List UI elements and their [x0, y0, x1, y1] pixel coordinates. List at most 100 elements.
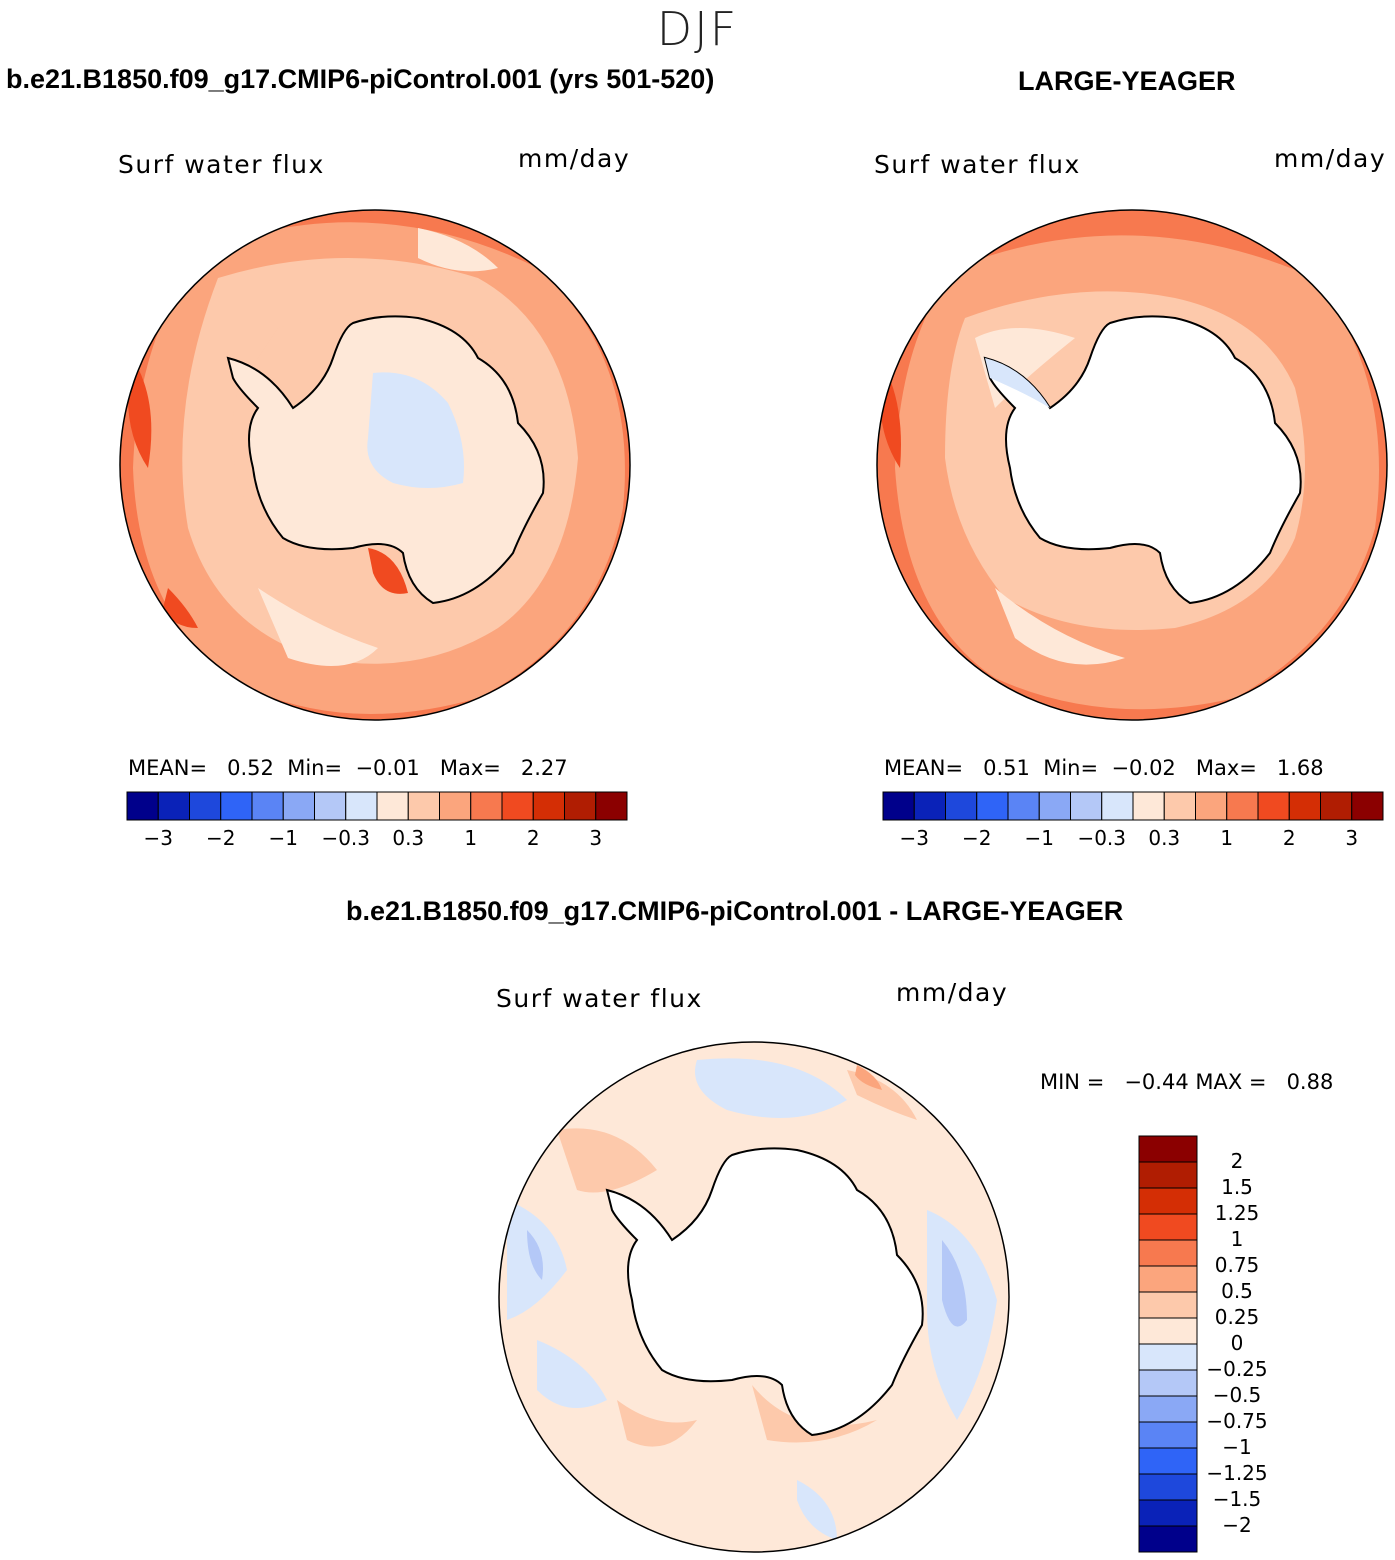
colorbar-swatch	[376, 791, 409, 821]
colorbar-swatch	[407, 791, 440, 821]
colorbar-tick-label: 2	[1230, 1149, 1244, 1173]
colorbar-tick-label: 0	[1230, 1331, 1244, 1355]
colorbar-tick-label: −2	[962, 826, 992, 850]
left-stats: MEAN= 0.52 Min= −0.01 Max= 2.27	[128, 756, 568, 780]
colorbar-swatch	[1138, 1499, 1198, 1527]
colorbar-tick-label: −0.3	[321, 826, 371, 850]
difference-units-label: mm/day	[896, 978, 1009, 1007]
colorbar-swatch	[1351, 791, 1384, 821]
right-stats: MEAN= 0.51 Min= −0.02 Max= 1.68	[884, 756, 1324, 780]
colorbar-tick-label: −1.5	[1212, 1487, 1262, 1511]
colorbar-swatch	[282, 791, 315, 821]
colorbar-tick-label: 0.75	[1214, 1253, 1260, 1277]
colorbar-swatch	[220, 791, 253, 821]
left-units-label: mm/day	[518, 144, 631, 173]
left-polar-map	[119, 209, 631, 721]
colorbar-swatch	[1038, 791, 1071, 821]
colorbar-swatch	[126, 791, 159, 821]
colorbar-swatch	[945, 791, 978, 821]
colorbar-swatch	[189, 791, 222, 821]
colorbar-tick-label: −1	[1024, 826, 1054, 850]
colorbar-tick-label: 0.3	[392, 826, 425, 850]
right-polar-map	[876, 209, 1388, 721]
colorbar-swatch	[1138, 1213, 1198, 1241]
left-variable-label: Surf water flux	[118, 150, 325, 179]
colorbar-tick-label: −0.75	[1206, 1409, 1268, 1433]
colorbar-swatch	[1320, 791, 1353, 821]
colorbar-tick-label: 1	[1220, 826, 1234, 850]
colorbar-swatch	[976, 791, 1009, 821]
colorbar-tick-label: 1.5	[1221, 1175, 1253, 1199]
colorbar-tick-label: 3	[589, 826, 603, 850]
right-panel-title: LARGE-YEAGER	[1018, 66, 1236, 96]
colorbar-swatch	[1138, 1447, 1198, 1475]
right-variable-label: Surf water flux	[874, 150, 1081, 179]
season-title: DJF	[656, 2, 739, 56]
colorbar-swatch	[1138, 1291, 1198, 1319]
difference-title: b.e21.B1850.f09_g17.CMIP6-piControl.001 …	[346, 896, 1124, 926]
colorbar-swatch	[1257, 791, 1290, 821]
colorbar-swatch	[1138, 1187, 1198, 1215]
colorbar-swatch	[564, 791, 597, 821]
colorbar-swatch	[1138, 1265, 1198, 1293]
colorbar-tick-label: −2	[206, 826, 236, 850]
colorbar-swatch	[1138, 1421, 1198, 1449]
colorbar-swatch	[470, 791, 503, 821]
colorbar-tick-label: 2	[526, 826, 540, 850]
colorbar-swatch	[1138, 1317, 1198, 1345]
colorbar-swatch	[1138, 1161, 1198, 1189]
colorbar-swatch	[1163, 791, 1196, 821]
right-colorbar-ticks: −3 −2 −1 −0.3 0.3 1 2 3	[883, 826, 1383, 852]
colorbar-swatch	[1007, 791, 1040, 821]
colorbar-tick-label: −1	[1222, 1435, 1252, 1459]
colorbar-swatch	[882, 791, 915, 821]
colorbar-tick-label: 0.25	[1214, 1305, 1260, 1329]
colorbar-swatch	[1138, 1343, 1198, 1371]
colorbar-tick-label: 1.25	[1214, 1201, 1260, 1225]
difference-stats: MIN = −0.44 MAX = 0.88	[1040, 1070, 1334, 1094]
colorbar-tick-label: 3	[1345, 826, 1359, 850]
colorbar-tick-label: −2	[1222, 1513, 1252, 1537]
colorbar-swatch	[1288, 791, 1321, 821]
colorbar-swatch	[1132, 791, 1165, 821]
colorbar-tick-label: 2	[1282, 826, 1296, 850]
colorbar-tick-label: −1.25	[1206, 1461, 1268, 1485]
difference-polar-map	[498, 1041, 1010, 1553]
colorbar-swatch	[1226, 791, 1259, 821]
colorbar-tick-label: −3	[143, 826, 173, 850]
colorbar-swatch	[913, 791, 946, 821]
colorbar-swatch	[439, 791, 472, 821]
colorbar-swatch	[501, 791, 534, 821]
colorbar-swatch	[314, 791, 347, 821]
colorbar-swatch	[1101, 791, 1134, 821]
colorbar-tick-label: 0.5	[1221, 1279, 1253, 1303]
difference-colorbar	[1138, 1135, 1198, 1553]
colorbar-swatch	[345, 791, 378, 821]
colorbar-tick-label: −3	[899, 826, 929, 850]
colorbar-tick-label: −1	[268, 826, 298, 850]
colorbar-swatch	[1138, 1525, 1198, 1553]
difference-colorbar-ticks: 2 1.5 1.25 1 0.75 0.5 0.25 0 −0.25 −0.5 −0.75 −1 −1.…	[1202, 1136, 1282, 1552]
colorbar-swatch	[532, 791, 565, 821]
colorbar-swatch	[1138, 1135, 1198, 1163]
colorbar-swatch	[157, 791, 190, 821]
colorbar-swatch	[1138, 1395, 1198, 1423]
colorbar-swatch	[1195, 791, 1228, 821]
colorbar-swatch	[251, 791, 284, 821]
colorbar-swatch	[1138, 1239, 1198, 1267]
colorbar-tick-label: 1	[1230, 1227, 1244, 1251]
colorbar-swatch	[1138, 1369, 1198, 1397]
right-units-label: mm/day	[1274, 144, 1387, 173]
colorbar-swatch	[595, 791, 628, 821]
colorbar-swatch	[1070, 791, 1103, 821]
colorbar-tick-label: −0.25	[1206, 1357, 1268, 1381]
left-colorbar	[126, 791, 628, 821]
left-panel-title: b.e21.B1850.f09_g17.CMIP6-piControl.001 …	[6, 64, 715, 94]
colorbar-tick-label: −0.3	[1077, 826, 1127, 850]
colorbar-tick-label: −0.5	[1212, 1383, 1262, 1407]
right-colorbar	[882, 791, 1384, 821]
difference-variable-label: Surf water flux	[496, 984, 703, 1013]
colorbar-tick-label: 0.3	[1148, 826, 1181, 850]
left-colorbar-ticks: −3 −2 −1 −0.3 0.3 1 2 3	[127, 826, 627, 852]
colorbar-swatch	[1138, 1473, 1198, 1501]
